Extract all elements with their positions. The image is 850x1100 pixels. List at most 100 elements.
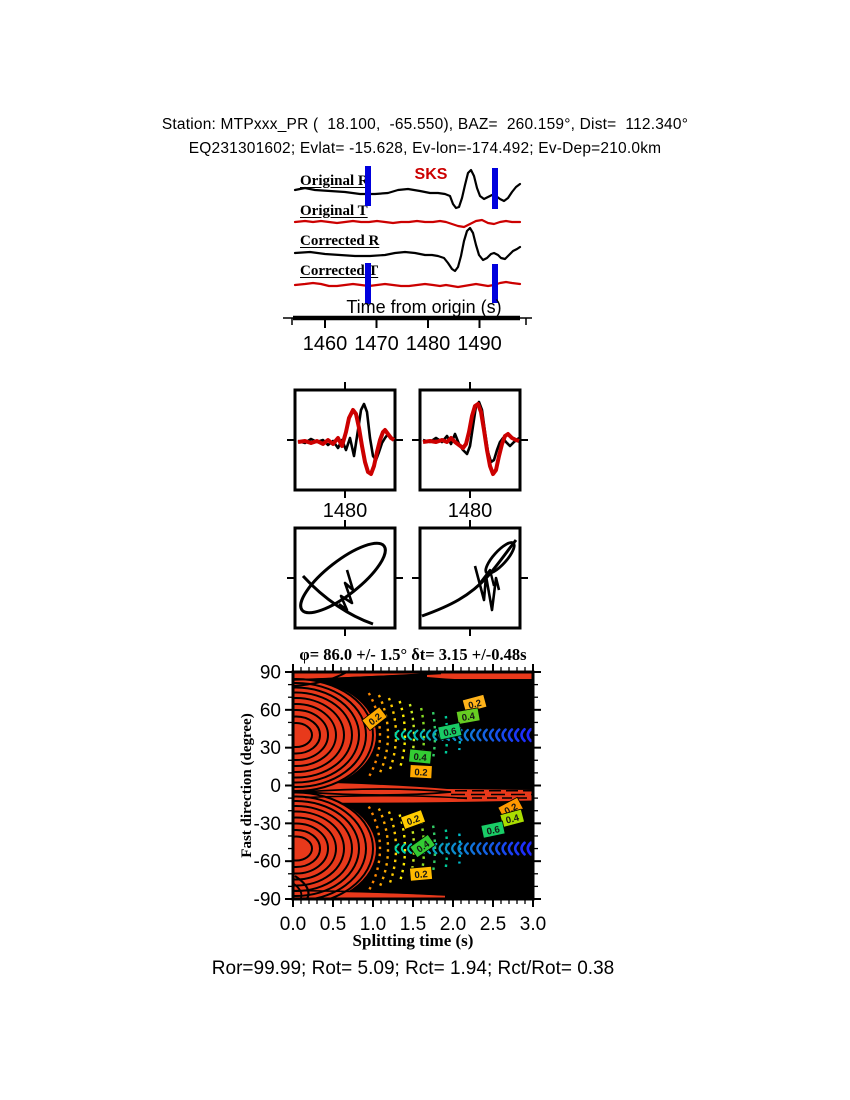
chevron <box>438 842 444 855</box>
y-tick-label: -60 <box>254 852 281 873</box>
time-axis <box>283 315 532 328</box>
wave-left-slow-trace <box>297 408 396 476</box>
contour-label-text: 0.4 <box>505 812 521 826</box>
fan-arc <box>377 694 390 776</box>
chevron <box>407 729 413 741</box>
window-marker-end-top <box>492 168 498 209</box>
chevron <box>432 729 438 741</box>
contour-arc <box>293 682 367 789</box>
particle-motion-original <box>299 541 387 626</box>
trace-label-corrected-r: Corrected R <box>300 233 380 249</box>
contour-arc <box>293 703 337 768</box>
contour-label: 0.4 <box>408 748 433 765</box>
chevron <box>419 729 425 741</box>
contour-label-text: 0.2 <box>414 767 428 779</box>
trace-label-original-r: Original R <box>300 173 369 189</box>
contour-label-box <box>455 707 481 725</box>
window-marker-start-bottom <box>365 263 371 304</box>
contour-label-box <box>399 809 427 830</box>
trace-corrected-r <box>293 226 522 273</box>
contour-label: 0.6 <box>437 722 463 741</box>
chevron <box>520 727 526 743</box>
chevron <box>495 728 501 742</box>
x-tick-label: 2.0 <box>440 914 466 935</box>
chevron <box>400 729 406 741</box>
contour-arc <box>293 678 374 793</box>
wave-panel-left-border <box>293 388 397 492</box>
particle-motion-corrected <box>421 539 518 618</box>
motion-panel-left-border <box>293 526 397 630</box>
contour-label-box <box>408 748 433 765</box>
contour-arc <box>293 816 337 881</box>
chevron <box>457 842 463 855</box>
chevron <box>488 728 495 742</box>
motion-panel-right-border <box>418 526 522 630</box>
time-tick-1470: 1470 <box>354 333 399 355</box>
contour-label-box <box>409 764 433 780</box>
chevron <box>482 842 488 856</box>
contour-arc <box>293 691 353 779</box>
trace-label-corrected-t: Corrected T <box>300 263 379 279</box>
phase-label: SKS <box>415 166 448 183</box>
contour-arc <box>293 805 353 893</box>
time-tick-1460: 1460 <box>303 333 348 355</box>
chevron <box>469 728 476 742</box>
contour-label: 0.2 <box>409 764 433 780</box>
contour-arc <box>293 835 313 862</box>
fan-arc <box>377 808 390 890</box>
station-header-line: Station: MTPxxx_PR ( 18.100, -65.550), B… <box>161 116 689 133</box>
fan-arc <box>444 829 449 868</box>
x-axis-label: Splitting time (s) <box>353 931 474 950</box>
y-tick-label: 0 <box>270 776 281 797</box>
fan-arc <box>398 700 407 770</box>
contour-arc <box>293 697 345 774</box>
chevron <box>476 842 482 855</box>
trace-original-r <box>293 168 522 210</box>
error-surface-plot: φ= 86.0 +/- 1.5° δt= 3.15 +/-0.48s Fast … <box>239 645 546 950</box>
contour-label-text: 0.4 <box>461 711 477 724</box>
chevron <box>495 841 501 856</box>
fan-arc <box>458 833 462 864</box>
wave-right-slow-trace <box>422 402 520 476</box>
contour-lines <box>293 672 533 899</box>
plot-body: 0.20.20.40.60.40.20.20.20.40.60.40.2 <box>293 672 533 899</box>
contour-arc <box>293 800 360 898</box>
y-tick-label: -30 <box>254 814 281 835</box>
time-tick-1480: 1480 <box>406 333 451 355</box>
contour-label-box <box>361 706 388 732</box>
contour-value-labels: 0.20.20.40.60.40.20.20.20.40.60.40.2 <box>361 693 525 882</box>
fan-arc <box>387 697 398 773</box>
x-tick-label: 2.5 <box>480 914 506 935</box>
trace-original-t <box>293 218 522 229</box>
chevron <box>451 842 457 855</box>
wave-right-tick-label: 1480 <box>448 500 493 522</box>
chevron <box>463 728 469 742</box>
contour-arc <box>293 686 360 784</box>
x-tick-label: 0.0 <box>280 914 306 935</box>
comparison-panels: 1480 1480 <box>287 382 528 636</box>
contour-label-box <box>409 865 433 882</box>
contour-label-text: 0.6 <box>486 824 501 838</box>
chevron <box>513 728 520 743</box>
contour-arc <box>293 722 313 749</box>
contour-arc <box>293 795 367 899</box>
chevron <box>407 843 413 854</box>
fan-arc <box>367 805 382 892</box>
result-title: φ= 86.0 +/- 1.5° δt= 3.15 +/-0.48s <box>299 645 527 664</box>
quality-stats-line: Ror=99.99; Rot= 5.09; Rct= 1.94; Rct/Rot… <box>211 958 615 979</box>
contour-label: 0.6 <box>480 820 506 839</box>
chevron-chains <box>394 727 533 856</box>
chevron <box>394 729 400 741</box>
contour-arc <box>293 822 329 875</box>
fan-arc <box>431 711 437 759</box>
chevron <box>394 843 400 854</box>
chevron <box>413 729 419 741</box>
contour-label-text: 0.2 <box>414 869 428 881</box>
x-ticks: 0.0 0.5 1.0 1.5 2.0 2.5 3.0 <box>280 664 546 935</box>
trace-corrected-t <box>293 280 522 289</box>
fan-arc <box>431 825 437 872</box>
chevron <box>501 841 507 856</box>
chevron <box>513 841 520 856</box>
seismogram-panel: SKS Time from origin (s) 1460 1470 1480 … <box>283 166 532 355</box>
